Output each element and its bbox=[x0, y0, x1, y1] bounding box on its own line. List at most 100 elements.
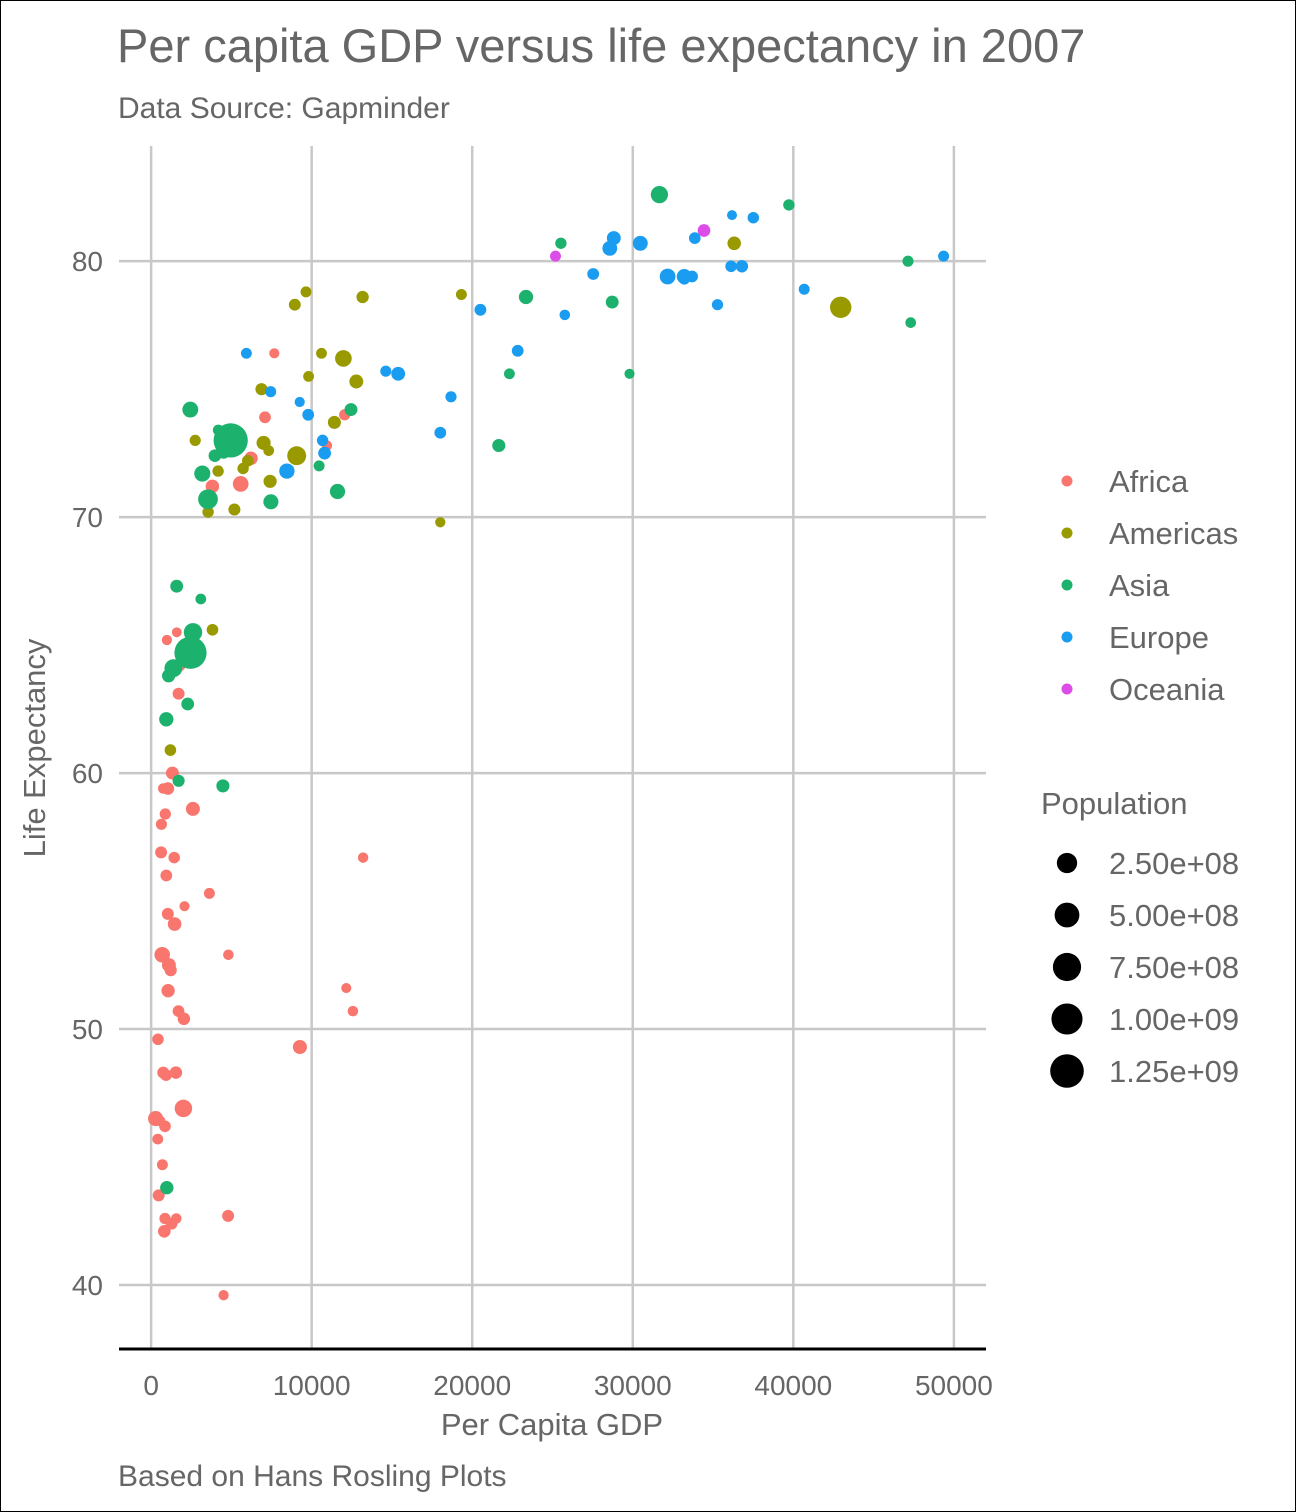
point-asia-26 bbox=[208, 449, 222, 463]
size-legend-title: Population bbox=[1041, 786, 1188, 821]
point-americas-9 bbox=[255, 383, 268, 396]
point-asia-16 bbox=[313, 460, 325, 472]
point-americas-4 bbox=[356, 290, 369, 304]
y-tick-3: 70 bbox=[72, 502, 103, 533]
point-africa-34 bbox=[223, 949, 234, 961]
point-asia-31 bbox=[181, 697, 195, 711]
point-africa-23 bbox=[167, 917, 182, 931]
point-africa-35 bbox=[155, 846, 168, 859]
point-asia-14 bbox=[518, 289, 534, 305]
size-label-0: 2.50e+08 bbox=[1109, 846, 1239, 881]
y-tick-2: 60 bbox=[72, 758, 103, 789]
point-europe-10 bbox=[659, 268, 676, 285]
point-europe-28 bbox=[279, 463, 295, 479]
point-americas-3 bbox=[727, 236, 741, 251]
point-americas-13 bbox=[202, 506, 214, 518]
point-africa-3 bbox=[347, 1005, 359, 1017]
point-europe-6 bbox=[511, 344, 524, 357]
x-tick-labels: 0 10000 20000 30000 40000 50000 bbox=[143, 1370, 993, 1401]
point-oceania-0 bbox=[697, 224, 711, 237]
point-africa-17 bbox=[154, 947, 170, 963]
point-americas-23 bbox=[316, 347, 327, 359]
x-tick-0: 0 bbox=[143, 1370, 159, 1401]
point-europe-7 bbox=[711, 299, 724, 311]
point-americas-0 bbox=[349, 374, 364, 389]
point-asia-29 bbox=[182, 401, 199, 418]
point-americas-12 bbox=[164, 744, 177, 756]
point-asia-23 bbox=[194, 465, 211, 482]
point-africa-33 bbox=[157, 1224, 171, 1238]
y-tick-0: 40 bbox=[72, 1270, 103, 1301]
point-asia-30 bbox=[212, 424, 224, 436]
x-tick-1: 10000 bbox=[273, 1370, 351, 1401]
point-americas-21 bbox=[435, 517, 446, 528]
point-africa-37 bbox=[269, 348, 280, 359]
point-europe-21 bbox=[318, 446, 331, 460]
point-americas-17 bbox=[303, 370, 315, 382]
point-oceania-1 bbox=[550, 250, 561, 262]
point-asia-22 bbox=[183, 623, 203, 642]
point-europe-1 bbox=[725, 260, 737, 273]
x-tick-5: 50000 bbox=[915, 1370, 993, 1401]
point-africa-7 bbox=[156, 1159, 168, 1171]
legend-key-americas bbox=[1061, 527, 1073, 539]
legend-label-americas: Americas bbox=[1109, 516, 1238, 551]
point-africa-13 bbox=[179, 901, 190, 912]
point-europe-13 bbox=[727, 210, 737, 221]
point-africa-25 bbox=[152, 1133, 164, 1145]
size-label-3: 1.00e+09 bbox=[1109, 1002, 1239, 1037]
point-africa-16 bbox=[155, 818, 167, 830]
point-europe-12 bbox=[434, 426, 447, 439]
point-africa-50 bbox=[165, 1217, 178, 1230]
point-africa-11 bbox=[203, 887, 215, 899]
point-asia-3 bbox=[172, 774, 185, 787]
point-asia-21 bbox=[503, 368, 515, 380]
legend-key-europe bbox=[1061, 631, 1073, 643]
legend-label-oceania: Oceania bbox=[1109, 672, 1225, 707]
point-africa-44 bbox=[185, 801, 200, 816]
point-africa-15 bbox=[341, 983, 352, 994]
point-africa-1 bbox=[222, 1209, 235, 1222]
x-axis-label: Per Capita GDP bbox=[441, 1407, 663, 1442]
size-label-1: 5.00e+08 bbox=[1109, 898, 1239, 933]
point-europe-14 bbox=[798, 283, 810, 295]
point-asia-1 bbox=[624, 368, 635, 379]
point-africa-27 bbox=[161, 782, 175, 795]
size-key-2 bbox=[1052, 952, 1082, 982]
legend-label-africa: Africa bbox=[1109, 464, 1189, 499]
point-asia-25 bbox=[902, 255, 914, 267]
point-asia-5 bbox=[783, 199, 795, 211]
point-europe-23 bbox=[445, 391, 457, 403]
point-africa-29 bbox=[161, 907, 174, 920]
point-asia-24 bbox=[492, 438, 506, 453]
point-americas-11 bbox=[228, 503, 241, 516]
point-africa-9 bbox=[161, 634, 173, 646]
point-asia-18 bbox=[195, 593, 207, 605]
point-americas-24 bbox=[327, 415, 341, 429]
point-europe-3 bbox=[265, 386, 277, 398]
chart-subtitle: Data Source: Gapminder bbox=[118, 92, 450, 125]
point-asia-19 bbox=[159, 712, 174, 727]
size-key-0 bbox=[1056, 852, 1078, 874]
gridlines bbox=[119, 146, 986, 1349]
point-americas-19 bbox=[263, 474, 277, 488]
point-americas-10 bbox=[237, 462, 249, 475]
point-africa-45 bbox=[218, 1290, 229, 1301]
point-asia-8 bbox=[329, 483, 346, 500]
legend-key-oceania bbox=[1061, 683, 1073, 695]
point-africa-51 bbox=[152, 1189, 165, 1202]
point-asia-27 bbox=[605, 295, 619, 309]
point-europe-0 bbox=[240, 347, 252, 359]
size-legend: 2.50e+08 5.00e+08 7.50e+08 1.00e+09 1.25e+09 bbox=[1050, 846, 1239, 1089]
point-africa-2 bbox=[168, 851, 180, 864]
point-africa-39 bbox=[171, 627, 182, 638]
point-africa-5 bbox=[152, 1033, 164, 1046]
x-tick-3: 30000 bbox=[594, 1370, 672, 1401]
point-africa-21 bbox=[160, 869, 173, 882]
point-africa-48 bbox=[259, 411, 271, 424]
point-americas-6 bbox=[300, 286, 312, 298]
point-asia-13 bbox=[170, 579, 184, 593]
point-europe-11 bbox=[587, 268, 600, 280]
